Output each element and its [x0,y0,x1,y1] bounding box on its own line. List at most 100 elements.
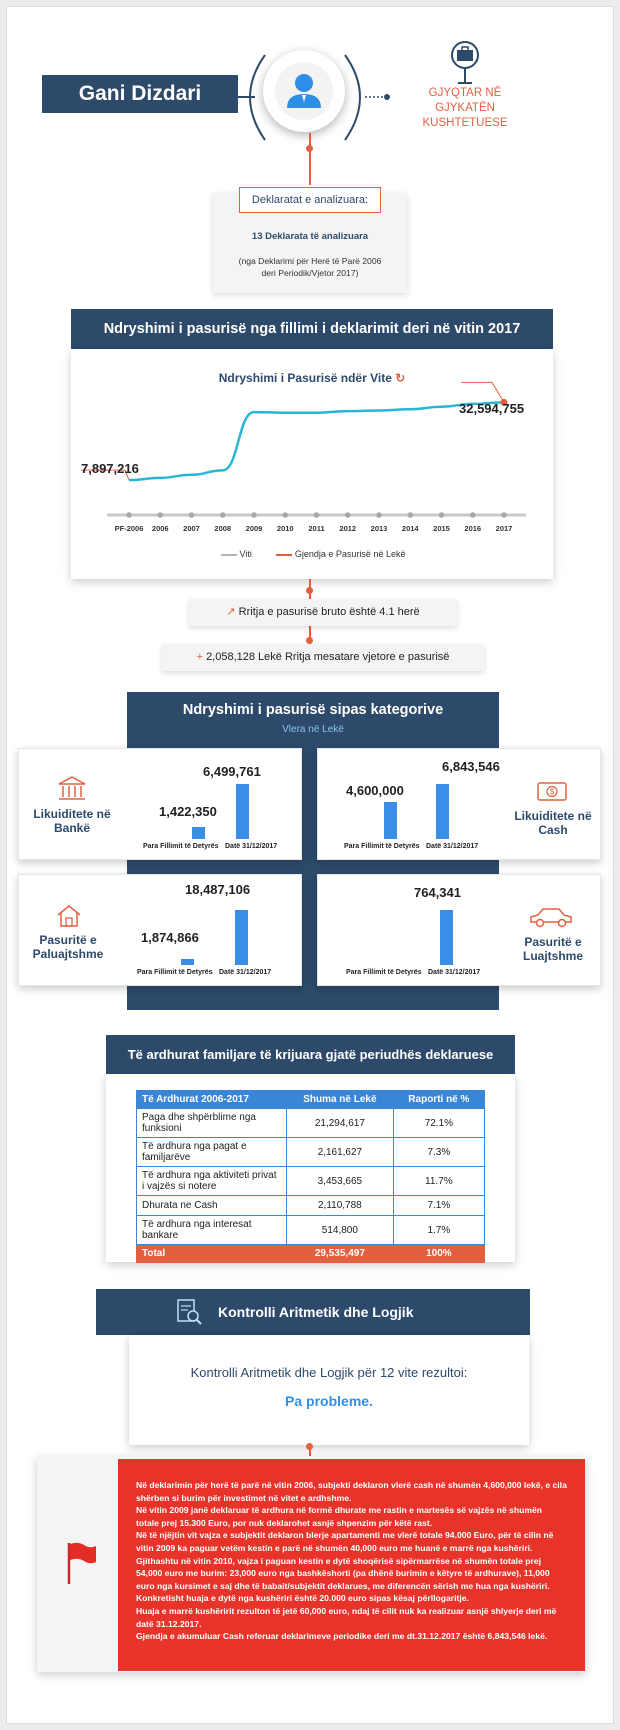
category-end-value: 6,499,761 [203,764,261,779]
end-label: Datë 31/12/2017 [426,843,479,850]
name-banner: Gani Dizdari [42,75,238,113]
start-bar [192,826,205,839]
declarations-title: Deklaratat e analizuara: [239,187,381,213]
end-label: Datë 31/12/2017 [225,843,278,850]
declarations-note: (nga Deklarimi për Herë të Parë 2006 der… [238,256,382,278]
declarations-box: Deklaratat e analizuara: 13 Deklarata të… [213,187,407,293]
notes-panel: Në deklarimin për herë të parë në vitin … [118,1459,585,1671]
note-paragraph: Në të njëjtin vit vajza e subjektit dekl… [136,1530,554,1553]
note-paragraph: Gjithashtu në vitin 2010, vajza i paguan… [136,1555,550,1604]
control-title: Kontrolli Aritmetik dhe Logjik [218,1304,414,1320]
income-table: Të Ardhurat 2006-2017 Shuma në Lekë Raport… [136,1090,486,1263]
refresh-icon: ↻ [395,371,406,385]
axis-tick [469,512,476,518]
end-label: Datë 31/12/2017 [219,969,272,976]
income-cell: 514,800 [286,1215,394,1245]
growth-dot-2 [306,637,313,644]
x-tick-label: 2009 [246,524,263,533]
axis-tick [251,512,257,518]
wealth-chart-card: Ndryshimi i Pasurisë ndër Vite ↻ PF-2006… [71,349,553,579]
category-end-value: 764,341 [414,885,461,900]
legend-series: Gjendja e Pasurisë në Lekë [294,549,406,559]
end-bar [235,910,248,965]
category-card-movables: Pasuritë e Luajtshme 764,341 Para Fillim… [317,874,601,986]
control-header: Kontrolli Aritmetik dhe Logjik [96,1289,530,1335]
x-tick-label: 2006 [152,524,169,533]
declarations-count: 13 Deklarata të analizuara [251,231,369,242]
income-header-cell: Shuma në Lekë [286,1090,394,1109]
end-marker [500,398,508,406]
house-icon [57,905,81,927]
plus-icon: + [196,651,203,663]
income-cell: 3,453,665 [286,1166,394,1196]
category-name: Pasuritë e Luajtshme [522,935,583,963]
legend-x: Viti [239,549,252,559]
note-paragraph: Në deklarimin për herë të parë në vitin … [136,1480,567,1503]
notes-connector [309,1445,311,1457]
income-header-cell: Raporti në % [392,1090,486,1109]
note-paragraph: Në vitin 2009 janë deklaruar të ardhura … [136,1505,542,1528]
wealth-series-line [128,401,505,482]
flag-icon [67,1542,96,1584]
category-end-value: 18,487,106 [185,882,251,897]
start-label: Para Fillimit të Detyrës [344,843,420,850]
axis-tick [313,512,320,518]
income-section-title: Të ardhurat familjare të krijuara gjatë … [106,1035,515,1074]
category-start-value: 4,600,000 [346,783,404,798]
end-label: Datë 31/12/2017 [428,969,481,976]
note-paragraph: Huaja e marrë kushëririt rezulton të jet… [136,1605,557,1629]
x-tick-label: PF-2006 [115,524,144,533]
gross-growth-text: Rritja e pasurisë bruto është 4.1 herë [238,606,420,618]
start-label: Para Fillimit të Detyrës [143,843,219,850]
role-title: GJYQTAR NË GJYKATËN KUSHTETUESE [422,87,508,129]
notes-dot [306,1443,313,1450]
wealth-line-chart: PF-2006 2006 2007 2008 2009 2010 2011 2012 2013 2… [81,381,526,533]
income-cell: Të ardhura nga pagat e familjarëve [136,1137,287,1167]
x-tick-label: 2017 [496,524,513,533]
axis-tick [344,512,351,518]
car-icon [530,908,572,928]
wealth-section-title: Ndryshimi i pasurisë nga fillimi i dekla… [71,309,553,349]
x-tick-label: 2008 [214,524,231,533]
income-cell: Të ardhura nga aktiviteti privat i vajzë… [136,1166,287,1196]
income-total-cell: Total [136,1244,287,1263]
category-start-value: 1,422,350 [159,804,217,819]
start-bar [181,959,194,965]
chart-title: Ndryshimi i Pasurisë ndër Vite ↻ [71,371,553,385]
end-bar [440,910,453,965]
income-cell: 21,294,617 [286,1108,394,1138]
category-name: Likuiditete në Bankë [33,807,111,835]
person-icon [275,62,333,120]
categories-title: Ndryshimi i pasurisë sipas kategorive [182,702,444,718]
category-card-cash: $ Likuiditete në Cash 4,600,000 6,843,54… [317,748,601,860]
income-cell: 2,161,627 [286,1137,394,1167]
end-bar [436,784,449,839]
svg-text:$: $ [550,788,555,797]
start-label: Para Fillimit të Detyrës [137,969,213,976]
end-callout [461,381,505,403]
x-tick-label: 2013 [371,524,388,533]
bank-icon [58,776,86,800]
income-table-wrap: Të Ardhurat 2006-2017 Shuma në Lekë Raport… [136,1090,486,1263]
axis-tick [438,512,445,518]
start-callout [81,469,130,481]
connector-line [309,133,311,185]
axis-tick [282,512,289,518]
income-row: Dhurata ne Cash 2,110,788 7.1% [136,1195,486,1216]
category-name: Pasuritë e Paluajtshme [32,933,104,961]
income-total-row: Total 29,535,497 100% [136,1244,486,1263]
notes-list: Në deklarimin për herë të parë në vitin … [136,1479,567,1643]
control-text: Kontrolli Aritmetik dhe Logjik për 12 vi… [190,1365,468,1380]
cash-icon: $ [537,782,567,801]
briefcase-icon [451,41,479,84]
axis-tick [188,512,195,518]
x-tick-label: 2014 [402,524,420,533]
start-bar [384,802,397,839]
income-cell: 72.1% [392,1108,486,1138]
annual-growth-box: + 2,058,128 Lekë Rritja mesatare vjetore… [162,644,484,671]
income-cell: 2,110,788 [286,1195,394,1216]
start-label: Para Fillimit të Detyrës [346,969,422,976]
axis-tick [501,512,507,518]
x-tick-label: 2010 [277,524,294,533]
x-tick-label: 2011 [308,524,324,533]
